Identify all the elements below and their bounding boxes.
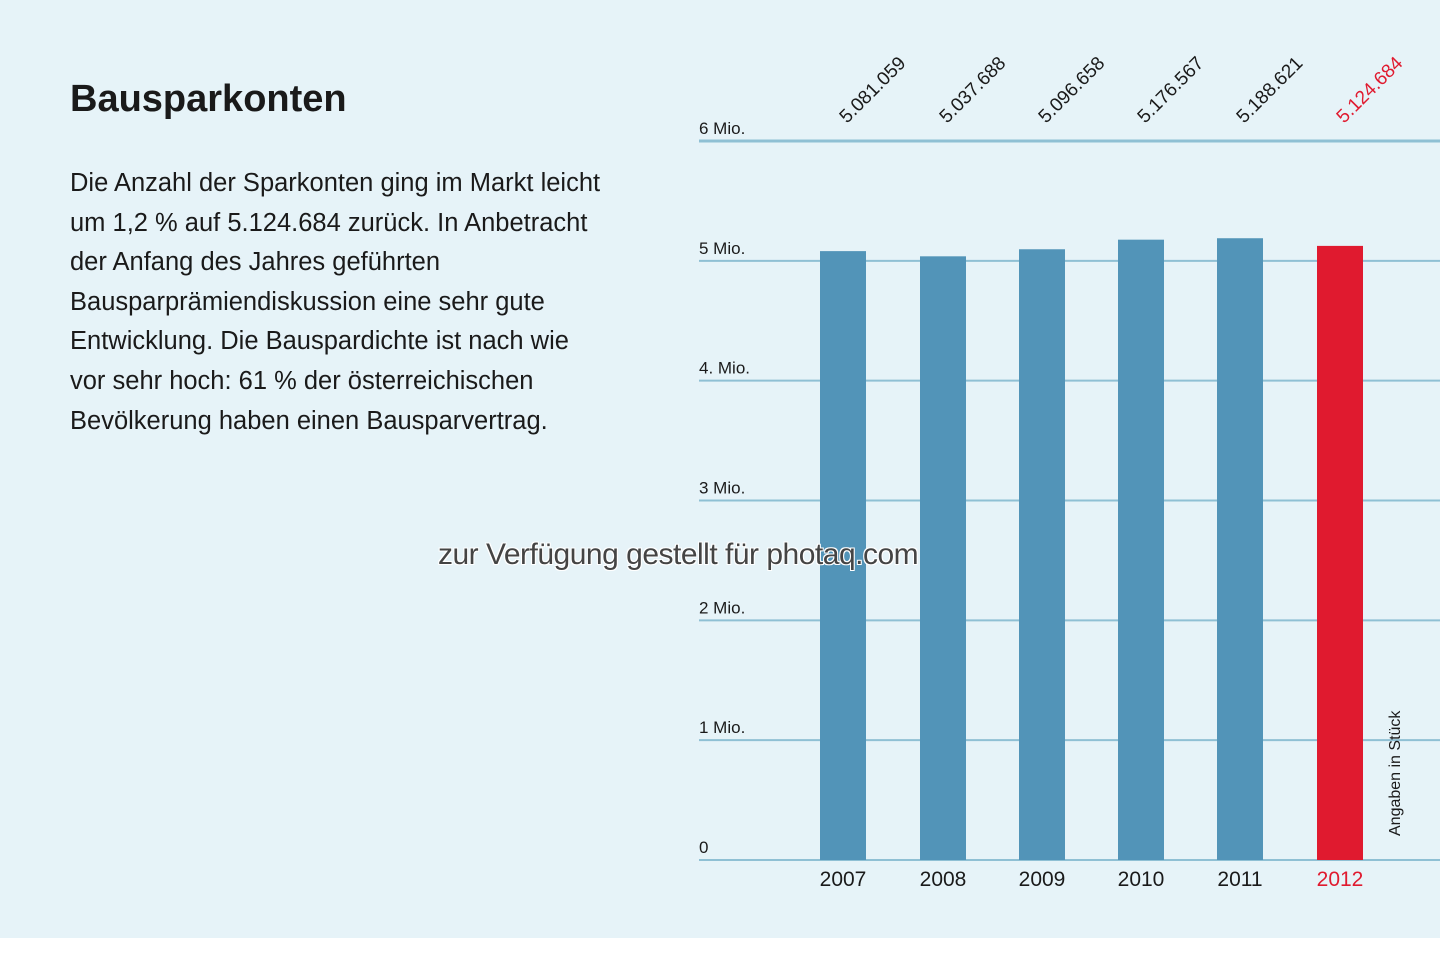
value-label: 5.081.059 xyxy=(836,53,911,128)
y-tick-label: 6 Mio. xyxy=(699,119,745,138)
y-tick-label: 3 Mio. xyxy=(699,479,745,498)
bar-2007 xyxy=(820,251,866,861)
bar-2011 xyxy=(1217,238,1263,861)
y-tick-label: 2 Mio. xyxy=(699,598,745,617)
page-title: Bausparkonten xyxy=(70,78,347,120)
watermark: zur Verfügung gestellt für photaq.com xyxy=(438,538,919,571)
bar-2010 xyxy=(1118,239,1164,860)
y-tick-label: 4. Mio. xyxy=(699,359,750,378)
y-tick-label: 5 Mio. xyxy=(699,239,745,258)
x-tick-label: 2010 xyxy=(1118,868,1165,891)
x-tick-label: 2007 xyxy=(820,868,867,891)
value-label: 5.037.688 xyxy=(936,53,1011,128)
x-tick-label: 2008 xyxy=(920,868,967,891)
x-tick-label: 2009 xyxy=(1019,868,1066,891)
y-axis-label: Angaben in Stück xyxy=(1387,710,1404,836)
bar-2009 xyxy=(1019,249,1065,860)
value-label: 5.176.567 xyxy=(1134,53,1209,128)
y-tick-label: 0 xyxy=(699,838,708,857)
y-tick-label: 1 Mio. xyxy=(699,718,745,737)
value-label: 5.096.658 xyxy=(1035,53,1110,128)
bar-2008 xyxy=(920,256,966,861)
x-tick-label: 2012 xyxy=(1317,868,1364,891)
description-text: Die Anzahl der Sparkonten ging im Markt … xyxy=(70,169,601,435)
value-label: 5.188.621 xyxy=(1233,53,1308,128)
bar-2012 xyxy=(1317,245,1363,860)
value-label: 5.124.684 xyxy=(1333,53,1408,128)
x-tick-label: 2011 xyxy=(1217,868,1262,891)
